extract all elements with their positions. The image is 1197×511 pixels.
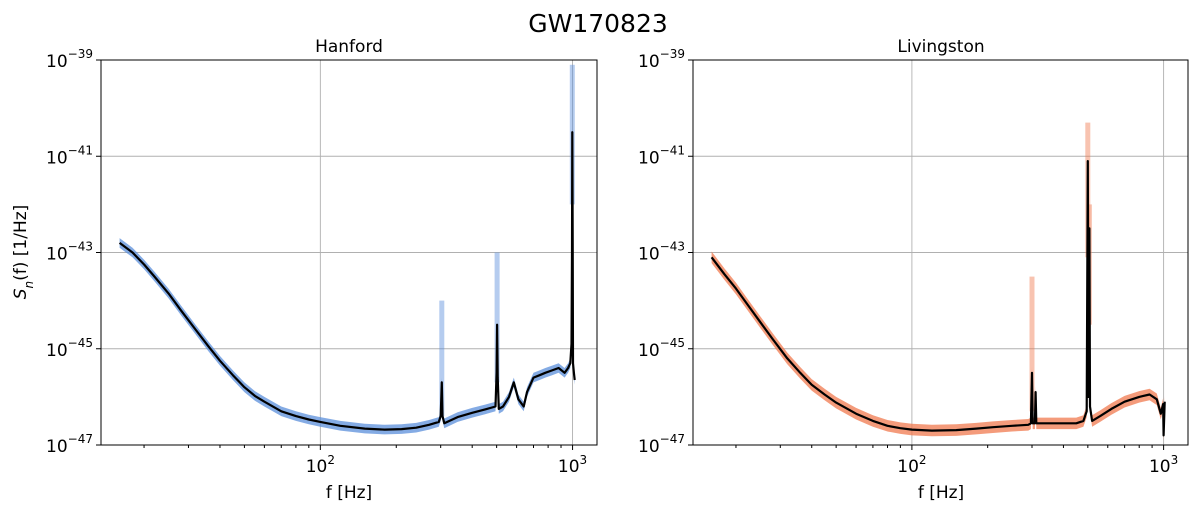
x-tick-label: 103 [1149,453,1178,477]
livingston-line-spikes [1029,122,1092,412]
y-tick-label: 10−45 [638,336,685,361]
ylabel-symbol: S [11,288,31,299]
livingston-psd-band [711,155,1165,442]
ylabel-rest: (f) [1/Hz] [11,205,31,281]
livingston-spike-band [1029,276,1035,412]
y-tick-label: 10−43 [46,240,93,265]
y-tick-base: 10 [46,148,68,168]
y-tick-base: 10 [46,245,68,265]
y-tick-label: 10−43 [638,240,685,265]
y-tick-base: 10 [638,245,660,265]
x-tick-base: 10 [1149,457,1171,477]
hanford-grid [101,59,597,446]
hanford-median-psd-line [118,131,576,431]
y-tick-exponent: −39 [660,47,685,61]
y-tick-base: 10 [46,437,68,457]
y-tick-exponent: −47 [68,432,93,446]
y-tick-exponent: −47 [660,432,685,446]
livingston-grid [693,59,1188,446]
y-tick-exponent: −43 [68,240,93,254]
y-tick-base: 10 [638,437,660,457]
livingston-title: Livingston [897,37,984,57]
y-tick-exponent: −41 [68,143,93,157]
y-tick-label: 10−41 [46,143,93,168]
y-tick-label: 10−39 [46,47,93,72]
hanford-line-spikes [439,64,575,417]
x-tick-label: 102 [306,453,335,477]
livingston-panel: Livingston 102 10310−3910−4110−4310−4510−… [638,37,1189,503]
hanford-xlabel: f [Hz] [326,483,372,503]
y-tick-base: 10 [46,341,68,361]
y-tick-base: 10 [46,52,68,72]
hanford-spike-band [494,252,500,383]
y-tick-exponent: −45 [660,336,685,350]
y-tick-label: 10−47 [46,432,93,457]
y-tick-label: 10−41 [638,143,685,168]
ylabel-subscript: n [22,281,36,289]
y-tick-exponent: −41 [660,143,685,157]
x-tick-base: 10 [897,457,919,477]
livingston-median-psd-line [710,160,1166,437]
y-tick-base: 10 [638,148,660,168]
x-tick-exponent: 3 [1171,453,1179,467]
y-tick-label: 10−39 [638,47,685,72]
y-tick-exponent: −39 [68,47,93,61]
x-tick-base: 10 [558,457,580,477]
y-tick-label: 10−47 [638,432,685,457]
livingston-xlabel: f [Hz] [918,483,964,503]
hanford-panel: Hanford 102 10310−3910−4110−4310−4510−47 … [11,37,598,503]
x-tick-label: 102 [897,453,926,477]
y-tick-base: 10 [638,341,660,361]
y-tick-exponent: −43 [660,240,685,254]
hanford-spike-band [439,300,445,417]
y-tick-base: 10 [638,52,660,72]
x-tick-label: 103 [558,453,587,477]
x-tick-exponent: 2 [327,453,335,467]
figure-title: GW170823 [528,9,668,38]
hanford-psd-band [119,127,575,435]
y-tick-label: 10−45 [46,336,93,361]
x-tick-exponent: 2 [919,453,927,467]
x-tick-exponent: 3 [580,453,588,467]
hanford-ylabel: Sn(f) [1/Hz] [11,205,36,300]
y-tick-exponent: −45 [68,336,93,350]
x-tick-base: 10 [306,457,328,477]
hanford-title: Hanford [315,37,383,57]
